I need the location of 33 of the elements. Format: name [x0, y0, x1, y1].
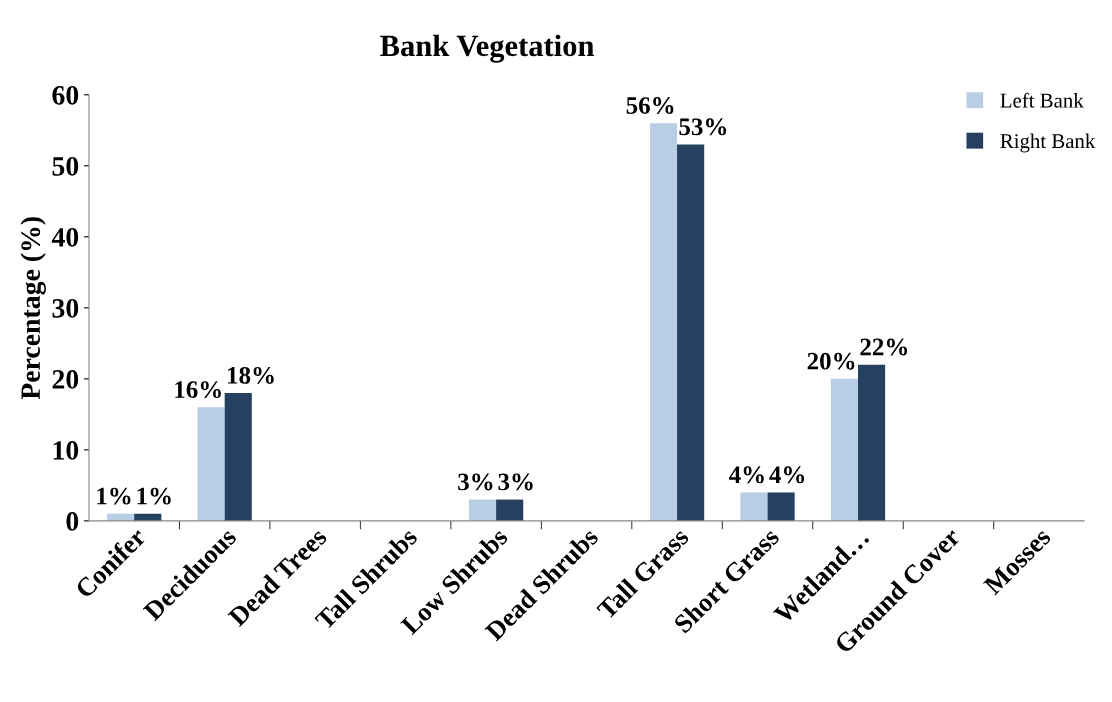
bar [224, 393, 252, 521]
legend-label: Left Bank [1000, 92, 1084, 108]
data-label: 18% [228, 366, 274, 384]
data-label: 20% [807, 352, 855, 370]
data-label: 22% [860, 338, 908, 356]
data-label: 16% [175, 381, 221, 399]
bar [858, 364, 886, 521]
bar [830, 378, 859, 521]
y-tick-label: 20 [52, 370, 79, 389]
data-label: 3% [498, 473, 533, 491]
data-label: 3% [458, 473, 493, 491]
data-label: 56% [626, 97, 674, 115]
bar [649, 123, 678, 521]
y-tick-label: 40 [51, 227, 79, 247]
bar [677, 144, 705, 521]
bar [740, 492, 768, 521]
data-label: 53% [679, 118, 727, 136]
y-tick-label: 60 [52, 85, 79, 105]
bar [767, 492, 795, 521]
data-label: 4% [769, 466, 805, 484]
bar [496, 499, 524, 521]
bar [197, 407, 225, 521]
y-tick-label: 30 [52, 298, 79, 318]
y-axis-title: Percentage (%) [20, 217, 46, 400]
y-tick-label: 0 [66, 512, 79, 531]
data-label: 1% [137, 487, 171, 505]
data-label: 4% [728, 466, 764, 484]
legend-label: Right Bank [1000, 133, 1096, 153]
y-tick-label: 10 [53, 441, 79, 460]
y-tick-label: 50 [52, 156, 79, 176]
chart-title: Bank Vegetation [380, 34, 595, 63]
bar [468, 499, 497, 521]
data-label: 1% [97, 487, 131, 505]
